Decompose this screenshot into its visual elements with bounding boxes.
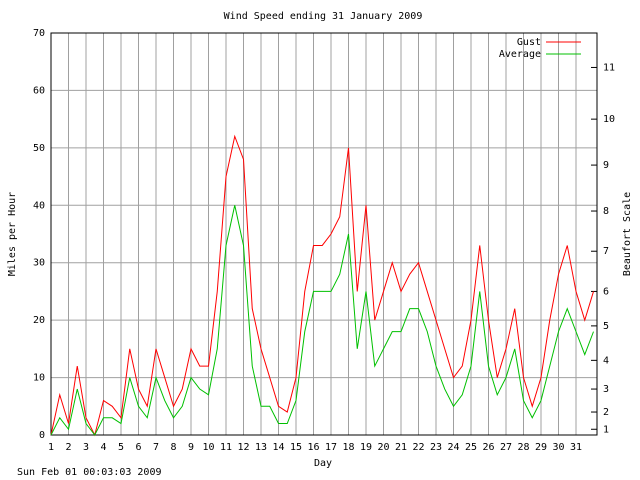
x-tick-label: 6: [135, 442, 141, 453]
y2-tick-label: 3: [603, 384, 609, 395]
x-tick-label: 24: [447, 442, 459, 453]
x-tick-label: 7: [153, 442, 159, 453]
x-tick-label: 19: [360, 442, 372, 453]
y2-tick-label: 11: [603, 62, 615, 73]
data-line: [50, 134, 594, 437]
y-axis-label: Miles per Hour: [7, 192, 18, 276]
x-tick-label: 17: [325, 442, 337, 453]
data-line: [50, 205, 594, 436]
y2-tick-label: 7: [603, 246, 609, 257]
y-tick-label: 50: [33, 143, 45, 154]
x-tick-label: 18: [342, 442, 354, 453]
x-tick-label: 31: [570, 442, 582, 453]
y-tick-label: 30: [33, 258, 45, 269]
x-tick-label: 21: [395, 442, 407, 453]
y-tick-label: 20: [33, 315, 45, 326]
x-tick-label: 22: [412, 442, 424, 453]
y2-tick-label: 6: [603, 286, 609, 297]
x-tick-label: 12: [237, 442, 249, 453]
x-tick-label: 2: [65, 442, 71, 453]
y2-tick-label: 5: [603, 321, 609, 332]
x-tick-label: 29: [535, 442, 547, 453]
x-tick-label: 10: [202, 442, 214, 453]
y2-tick-label: 9: [603, 160, 609, 171]
x-tick-label: 30: [552, 442, 564, 453]
y-tick-label: 0: [39, 430, 45, 441]
x-tick-label: 13: [255, 442, 267, 453]
x-tick-label: 26: [482, 442, 494, 453]
x-tick-label: 25: [465, 442, 477, 453]
x-tick-label: 28: [517, 442, 529, 453]
x-tick-label: 8: [170, 442, 176, 453]
x-tick-label: 11: [220, 442, 232, 453]
y-tick-label: 10: [33, 373, 45, 384]
y2-tick-label: 1: [603, 424, 609, 435]
y2-tick-label: 8: [603, 206, 609, 217]
x-axis-label: Day: [314, 458, 332, 469]
y2-axis-label: Beaufort Scale: [622, 192, 633, 276]
chart-title: Wind Speed ending 31 January 2009: [224, 11, 423, 22]
y-tick-label: 40: [33, 200, 45, 211]
x-tick-label: 15: [290, 442, 302, 453]
y-tick-label: 70: [33, 28, 45, 39]
x-tick-label: 14: [272, 442, 284, 453]
y2-tick-label: 4: [603, 355, 609, 366]
y-tick-label: 60: [33, 85, 45, 96]
x-tick-label: 9: [188, 442, 194, 453]
x-tick-label: 16: [307, 442, 319, 453]
legend-label: Gust: [517, 37, 541, 48]
x-tick-label: 27: [500, 442, 512, 453]
x-tick-label: 20: [377, 442, 389, 453]
x-tick-label: 1: [48, 442, 54, 453]
y2-tick-label: 10: [603, 114, 615, 125]
x-tick-label: 5: [118, 442, 124, 453]
legend-label: Average: [499, 49, 541, 60]
x-tick-label: 3: [83, 442, 89, 453]
y2-tick-label: 2: [603, 407, 609, 418]
footer-timestamp: Sun Feb 01 00:03:03 2009: [17, 467, 162, 478]
x-tick-label: 23: [430, 442, 442, 453]
plot-frame: [50, 32, 598, 436]
x-tick-label: 4: [100, 442, 106, 453]
